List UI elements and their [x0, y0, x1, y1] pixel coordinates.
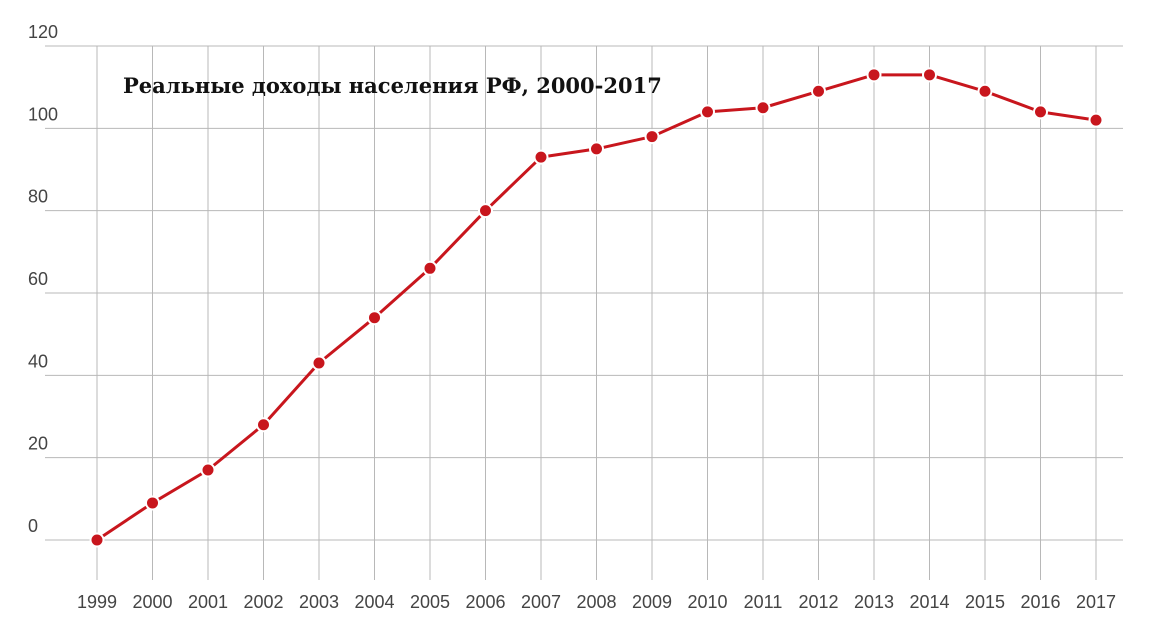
data-point	[1088, 112, 1104, 128]
data-point	[533, 149, 549, 165]
x-tick-label: 2013	[854, 592, 894, 612]
data-point	[977, 83, 993, 99]
x-tick-label: 2008	[576, 592, 616, 612]
data-point	[1033, 104, 1048, 120]
x-tick-label: 2007	[521, 592, 561, 612]
data-point	[422, 260, 438, 276]
x-tick-label: 2005	[410, 592, 450, 612]
data-point	[922, 67, 937, 83]
y-tick-label: 80	[28, 187, 48, 207]
data-point	[589, 141, 604, 157]
x-tick-label: 2010	[687, 592, 727, 612]
x-tick-label: 2014	[909, 592, 949, 612]
x-tick-label: 2015	[965, 592, 1005, 612]
x-tick-label: 2011	[744, 592, 783, 612]
x-tick-label: 2000	[132, 592, 172, 612]
y-tick-label: 0	[28, 516, 38, 536]
x-tick-label: 2016	[1020, 592, 1060, 612]
y-tick-label: 100	[28, 104, 58, 124]
x-tick-label: 2004	[354, 592, 394, 612]
data-point	[145, 495, 160, 511]
x-tick-label: 2017	[1076, 592, 1116, 612]
y-tick-label: 120	[28, 22, 58, 42]
x-tick-label: 2003	[299, 592, 339, 612]
series-income	[89, 67, 1104, 548]
data-point	[644, 129, 660, 145]
axis-labels: 0 20 40 60 80 100 120 1999 2000 2001 2002 2003 2004 2…	[28, 22, 1116, 612]
data-point	[311, 355, 327, 371]
data-point	[367, 310, 382, 326]
x-tick-label: 2001	[188, 592, 228, 612]
data-point	[755, 100, 771, 116]
y-tick-label: 20	[28, 434, 48, 454]
x-tick-label: 2012	[798, 592, 838, 612]
data-point	[811, 83, 826, 99]
y-tick-label: 40	[28, 351, 48, 371]
chart-title: Реальные доходы населения РФ, 2000-2017	[123, 73, 662, 98]
x-tick-label: 2002	[243, 592, 283, 612]
y-tick-label: 60	[28, 269, 48, 289]
data-point	[700, 104, 715, 120]
data-point	[478, 203, 493, 219]
x-tick-label: 1999	[77, 592, 117, 612]
x-tick-label: 2006	[465, 592, 505, 612]
grid	[45, 45, 1123, 580]
data-point	[256, 417, 271, 433]
data-point	[200, 462, 216, 478]
data-point	[866, 67, 882, 83]
x-tick-label: 2009	[632, 592, 672, 612]
data-point	[89, 532, 105, 548]
